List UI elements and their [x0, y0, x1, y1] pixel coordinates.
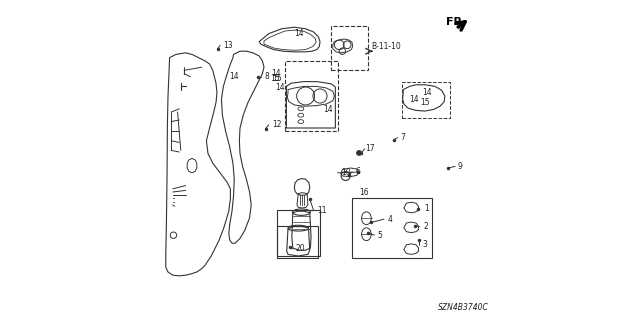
Text: 2: 2 [424, 222, 429, 231]
Text: 7: 7 [400, 133, 405, 142]
Text: 14: 14 [275, 83, 285, 92]
Bar [352, 198, 432, 258]
Text: 15: 15 [270, 74, 280, 83]
Text: 14: 14 [323, 105, 333, 114]
Bar [402, 82, 450, 118]
Text: 8: 8 [265, 72, 269, 81]
Bar [332, 26, 368, 70]
Text: FR.: FR. [447, 17, 467, 28]
Text: 6: 6 [355, 167, 360, 176]
Text: 14: 14 [271, 69, 281, 78]
Text: 12: 12 [272, 120, 282, 129]
Circle shape [356, 150, 362, 156]
Text: B-11-10: B-11-10 [371, 42, 401, 51]
Bar [277, 210, 320, 256]
Text: 16: 16 [359, 188, 369, 197]
Text: 15: 15 [420, 98, 429, 107]
Text: 3: 3 [422, 240, 428, 249]
Text: 15: 15 [272, 74, 282, 83]
Text: 14: 14 [294, 29, 303, 38]
Text: 9: 9 [458, 162, 463, 171]
Text: 20: 20 [296, 244, 306, 253]
Text: 13: 13 [223, 41, 233, 50]
Text: 4: 4 [387, 215, 392, 224]
Text: 5: 5 [378, 231, 383, 240]
Bar [285, 61, 338, 131]
Text: 10: 10 [341, 168, 351, 177]
Text: SZN4B3740C: SZN4B3740C [438, 303, 489, 312]
Text: 14: 14 [410, 95, 419, 104]
Text: 14: 14 [229, 72, 239, 81]
Text: 1: 1 [424, 204, 429, 213]
Text: 14: 14 [422, 88, 432, 97]
Bar [277, 226, 319, 258]
Text: 11: 11 [317, 206, 326, 215]
Text: 17: 17 [365, 144, 374, 153]
